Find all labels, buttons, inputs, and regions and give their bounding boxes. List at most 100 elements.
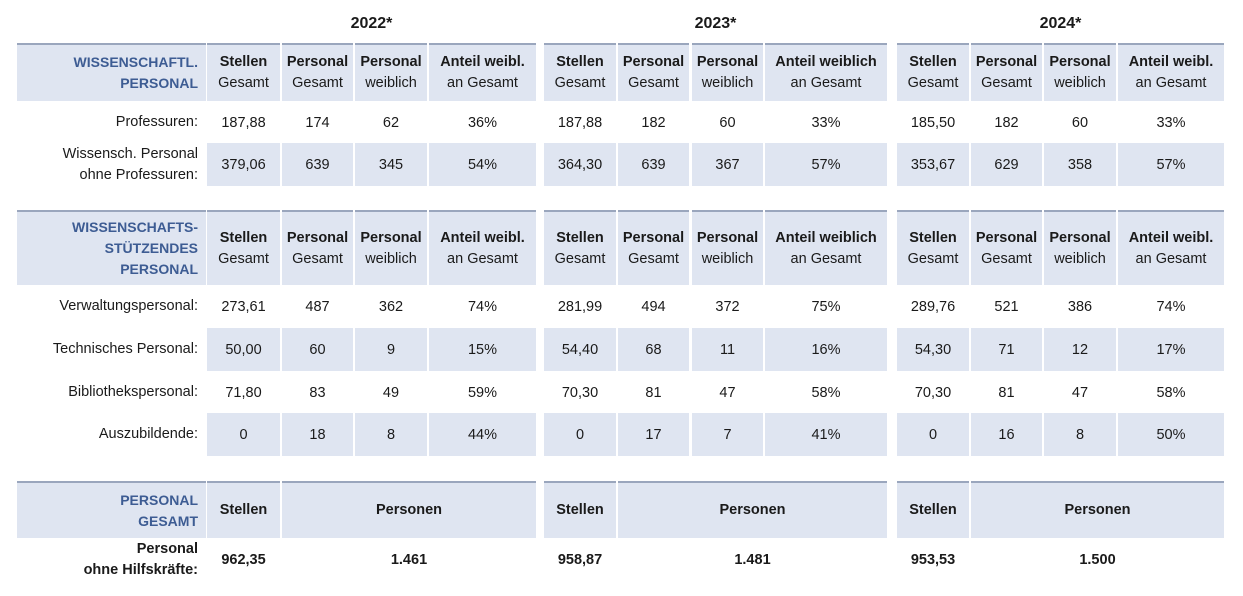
table-cell: 74% [1156,298,1186,315]
column-header-pers_w: Personal weiblich [1044,210,1116,285]
table-cell: 174 [305,114,330,131]
table-cell: 0 [207,413,280,456]
column-header-subtitle: weiblich [365,250,417,267]
table-cell: 16% [765,328,887,371]
column-header-title: Personal [360,54,422,70]
year-title: 2023* [694,15,737,32]
column-header-pers_ges: Personal Gesamt [618,210,689,285]
column-header-subtitle: Gesamt [907,250,959,267]
table-cell: 60 [1071,114,1089,131]
table-cell: 639 [282,143,353,186]
table-cell: 17 [618,413,689,456]
column-header-subtitle: weiblich [701,75,754,91]
row-label: Personal ohne Hilfskräfte: [17,538,206,582]
column-header-subtitle: Gesamt [292,75,343,91]
column-header-subtitle: an Gesamt [447,75,518,91]
column-header-pers_w: Personal weiblich [692,43,763,101]
table-cell: 8 [355,413,427,456]
column-header-title: Stellen [219,229,268,246]
column-header-title: Stellen [556,502,604,518]
table-cell: 367 [692,143,763,186]
column-header-subtitle: Gesamt [981,250,1032,267]
column-header-stellen: Stellen [544,481,616,538]
table-cell: 364,30 [544,143,616,186]
table-cell: 17% [1118,328,1224,371]
table-cell: 81 [998,384,1015,401]
table-cell: 60 [282,328,353,371]
row-label-line: ohne Hilfskräfte: [83,562,198,578]
table-cell: 353,67 [897,143,969,186]
column-header-pers_ges: Personal Gesamt [282,210,353,285]
row-label-line: Verwaltungspersonal: [59,298,198,314]
column-header-title: Anteil weibl. [440,229,525,246]
column-header-title: Anteil weiblich [775,229,877,246]
total-stellen-value: 953,53 [910,552,956,568]
column-header-pers_ges: Personal Gesamt [971,210,1042,285]
row-label: Technisches Personal: [17,328,206,371]
section-label-line: STÜTZENDES [104,240,198,256]
section-label: WISSENSCHAFTL. PERSONAL [17,43,206,101]
table-cell: 33% [811,114,841,131]
table-cell: 0 [897,413,969,456]
table-cell: 187,88 [221,114,266,131]
column-header-subtitle: weiblich [1054,250,1106,267]
row-label-line: Auszubildende: [98,426,198,442]
column-header-subtitle: Gesamt [218,75,269,91]
column-header-title: Stellen [556,54,604,70]
table-cell: 58% [811,384,841,401]
column-header-anteil: Anteil weibl. an Gesamt [429,210,536,285]
table-cell: 74% [467,298,498,315]
table-cell: 54,30 [897,328,969,371]
column-header-personen: Personen [971,481,1224,538]
table-cell: 521 [994,298,1019,315]
table-cell: 379,06 [207,143,280,186]
column-header-title: Stellen [909,54,957,70]
row-label-line: Bibliothekspersonal: [68,384,198,400]
table-cell: 83 [309,384,326,401]
row-label: Auszubildende: [17,413,206,456]
table-cell: 16 [971,413,1042,456]
column-header-pers_ges: Personal Gesamt [618,43,689,101]
section-label-line: PERSONAL [120,491,198,508]
table-cell: 70,30 [561,384,599,401]
total-personen-value: 1.500 [1079,552,1116,568]
column-header-title: Anteil weibl. [1128,54,1214,70]
column-header-stellen: Stellen Gesamt [897,210,969,285]
table-cell: 187,88 [557,114,603,131]
column-header-title: Anteil weiblich [775,54,877,70]
row-label-line: Personal [136,541,198,557]
total-personen-value: 1.481 [734,552,771,568]
row-label-line: Wissensch. Personal [62,145,198,162]
column-header-title: Personen [1064,502,1131,518]
table-cell: 47 [719,384,736,401]
column-header-title: Stellen [909,229,957,246]
table-cell: 629 [971,143,1042,186]
column-header-anteil: Anteil weiblich an Gesamt [765,43,887,101]
column-header-subtitle: Gesamt [907,75,959,91]
table-cell: 68 [618,328,689,371]
column-header-title: Stellen [909,502,957,518]
column-header-pers_w: Personal weiblich [355,210,427,285]
column-header-subtitle: Gesamt [554,75,606,91]
row-label-line: Technisches Personal: [52,341,198,357]
table-cell: 345 [355,143,427,186]
column-header-title: Personal [696,54,759,70]
column-header-stellen: Stellen [207,481,280,538]
table-cell: 182 [994,114,1019,131]
column-header-title: Personal [975,229,1038,246]
table-cell: 386 [1067,298,1093,315]
column-header-stellen: Stellen [897,481,969,538]
column-header-subtitle: an Gesamt [447,250,518,267]
table-cell: 54% [429,143,536,186]
column-header-title: Personal [286,229,349,246]
column-header-anteil: Anteil weibl. an Gesamt [429,43,536,101]
column-header-pers_w: Personal weiblich [1044,43,1116,101]
table-cell: 71 [971,328,1042,371]
table-cell: 18 [282,413,353,456]
row-label: Wissensch. Personal ohne Professuren: [17,143,206,186]
column-header-stellen: Stellen Gesamt [207,43,280,101]
column-header-title: Personal [286,54,349,70]
total-personen-value: 1.461 [390,552,428,568]
column-header-personen: Personen [618,481,887,538]
column-header-title: Anteil weibl. [1128,229,1214,246]
